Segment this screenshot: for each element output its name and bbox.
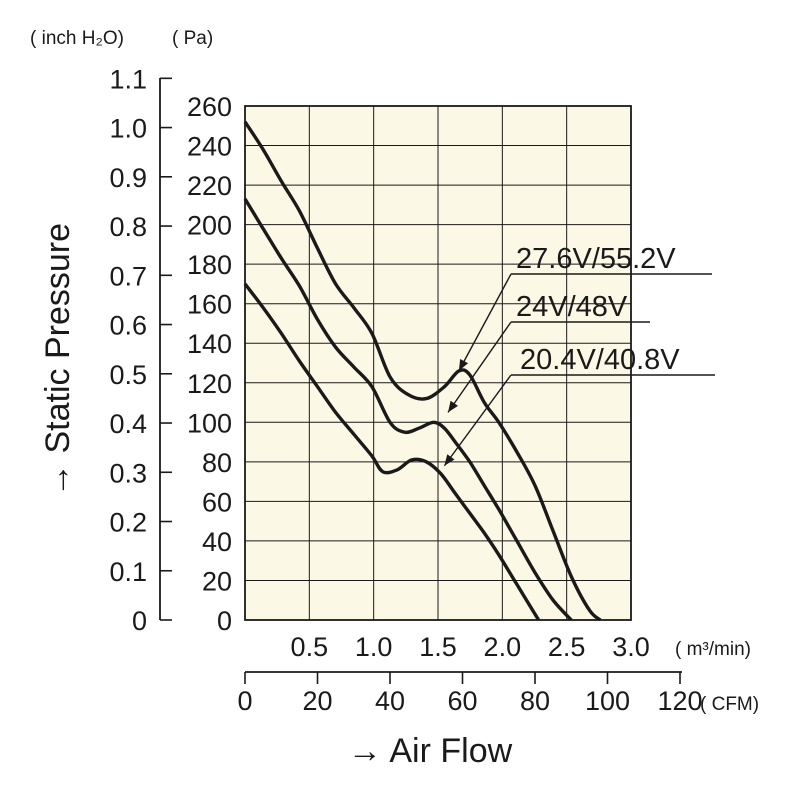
leader-arrowhead — [458, 359, 469, 371]
curve-label: 27.6V/55.2V — [516, 243, 676, 275]
inch-tick-label: 1.1 — [109, 64, 147, 94]
unit-m3-min: ( m³/min) — [675, 639, 751, 660]
m3-tick-label: 2.5 — [548, 632, 586, 662]
leader-arrowhead — [444, 454, 455, 466]
curve-annotations: 27.6V/55.2V 24V/48V 20.4V/40.8V — [443, 243, 715, 467]
pa-tick-label: 40 — [202, 527, 232, 557]
pa-tick-label: 160 — [187, 290, 232, 320]
pa-tick-label: 100 — [187, 408, 232, 438]
inch-tick-label: 0.4 — [109, 409, 147, 439]
m3-tick-label: 1.5 — [419, 632, 457, 662]
pa-tick-labels: 0 20 40 60 80 100 120 140 160 180 200 220 240 260 — [187, 92, 232, 636]
m3-tick-labels: 0.5 1.0 1.5 2.0 2.5 3.0 — [291, 632, 650, 662]
pa-tick-label: 180 — [187, 250, 232, 280]
pa-tick-label: 120 — [187, 369, 232, 399]
leader-line — [447, 321, 512, 413]
inch-tick-label: 0.7 — [109, 261, 147, 291]
cfm-axis — [244, 671, 682, 684]
pa-tick-label: 80 — [202, 448, 232, 478]
m3-tick-label: 1.0 — [355, 632, 393, 662]
curves — [243, 120, 602, 622]
cfm-tick-label: 20 — [302, 686, 332, 716]
curve-line — [243, 282, 541, 621]
m3-tick-label: 3.0 — [612, 632, 650, 662]
pa-tick-label: 20 — [202, 566, 232, 596]
m3-tick-label: 2.0 — [484, 632, 522, 662]
curve-line — [243, 120, 602, 622]
pa-tick-label: 60 — [202, 487, 232, 517]
pa-tick-label: 260 — [187, 92, 232, 122]
cfm-tick-label: 80 — [520, 686, 550, 716]
cfm-tick-label: 60 — [447, 686, 477, 716]
cfm-tick-label: 120 — [657, 686, 702, 716]
x-axis-title: → Air Flow — [348, 732, 513, 770]
inch-tick-label: 0.8 — [109, 212, 147, 242]
curve-line — [243, 198, 573, 622]
inch-tick-label: 0.2 — [109, 508, 147, 538]
y-axis-title: → Static Pressure — [39, 223, 77, 497]
pa-tick-label: 140 — [187, 329, 232, 359]
plot-frame — [244, 105, 632, 621]
leader-arrowhead — [448, 400, 458, 413]
pa-tick-label: 240 — [187, 132, 232, 162]
leader-line — [443, 374, 512, 467]
pa-tick-label: 220 — [187, 171, 232, 201]
inch-tick-label: 1.0 — [109, 114, 147, 144]
unit-inch-h2o: ( inch H₂O) — [30, 28, 124, 49]
curve-label: 24V/48V — [516, 291, 628, 323]
inch-tick-label: 0.9 — [109, 163, 147, 193]
inch-h2o-axis — [159, 77, 172, 621]
inch-tick-label: 0 — [132, 606, 147, 636]
cfm-tick-labels: 0 20 40 60 80 100 120 — [237, 686, 702, 716]
leader-line — [458, 273, 512, 372]
cfm-tick-label: 40 — [375, 686, 405, 716]
pa-tick-label: 0 — [217, 606, 232, 636]
inch-tick-label: 0.1 — [109, 557, 147, 587]
inch-tick-label: 0.5 — [109, 360, 147, 390]
pa-tick-label: 200 — [187, 211, 232, 241]
cfm-tick-label: 100 — [585, 686, 630, 716]
inch-tick-label: 0.6 — [109, 311, 147, 341]
cfm-tick-label: 0 — [237, 686, 252, 716]
unit-pa: ( Pa) — [172, 28, 213, 49]
m3-tick-label: 0.5 — [291, 632, 329, 662]
inch-tick-label: 0.3 — [109, 458, 147, 488]
curve-label: 20.4V/40.8V — [520, 344, 680, 376]
unit-cfm: ( CFM) — [700, 694, 759, 715]
inch-tick-labels: 0 0.1 0.2 0.3 0.4 0.5 0.6 0.7 0.8 0.9 1.0 1.1 — [109, 64, 147, 636]
